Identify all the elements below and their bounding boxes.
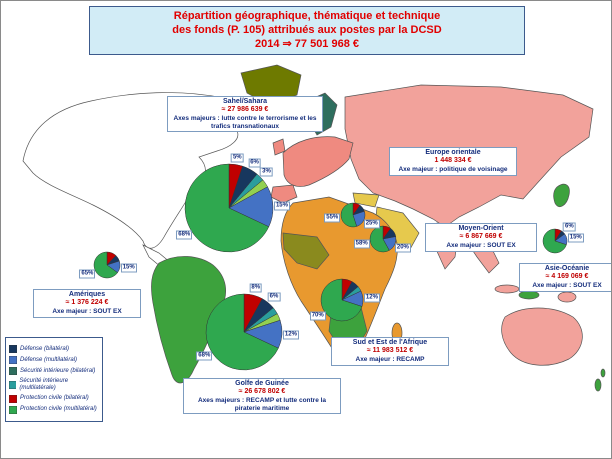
island-japan <box>553 183 570 207</box>
region-amount: ≈ 6 867 669 € <box>459 233 503 241</box>
pie-slice-green <box>542 228 567 254</box>
legend-swatch <box>9 405 17 414</box>
continent-south-america <box>151 256 227 384</box>
region-axis: Axe majeur : SOUT EX <box>52 307 122 315</box>
pie-percent-label: 3% <box>260 167 273 177</box>
region-name: Golfe de Guinée <box>235 380 289 387</box>
island-greenland <box>240 64 302 106</box>
region-axis: Axes majeurs : RECAMP et lutte contre la… <box>197 396 327 412</box>
legend-swatch <box>9 367 17 375</box>
legend-item-securite-interieure-bilateral: Sécurité intérieure (bilatéral) <box>9 367 99 375</box>
island-british-isles <box>272 138 286 156</box>
region-name: Amériques <box>68 291 106 298</box>
legend-label: Sécurité intérieure (multilatérale) <box>19 378 69 391</box>
pie-percent-label: 6% <box>563 222 576 232</box>
legend-label: Protection civile (multilatéral) <box>20 406 97 413</box>
pie-percent-label: 20% <box>394 243 411 252</box>
pie-percent-label: 55% <box>324 213 341 223</box>
region-axis: Axe majeur : politique de voisinage <box>398 165 508 173</box>
region-amount: ≈ 4 169 069 € <box>545 273 589 281</box>
region-amount: ≈ 1 376 224 € <box>65 299 109 307</box>
region-axis: Axe majeur : SOUT EX <box>446 241 516 249</box>
pie-percent-label: 6% <box>248 158 261 168</box>
pie-slice-green <box>93 251 118 279</box>
pie-percent-label: 70% <box>309 311 326 321</box>
region-amount: ≈ 26 678 802 € <box>238 388 286 396</box>
region-label-sahel-sahara: Sahel/Sahara ≈ 27 986 639 € Axes majeurs… <box>167 96 323 133</box>
region-axis: Axes majeurs : lutte contre le terrorism… <box>173 114 317 130</box>
region-label-europe-orientale: Europe orientale 1 448 334 € Axe majeur … <box>389 147 517 176</box>
region-amount: 1 448 334 € <box>434 157 472 165</box>
pie-percent-label: 15% <box>273 201 290 211</box>
legend-label: Sécurité intérieure (bilatéral) <box>20 367 96 374</box>
island-new-zealand-1 <box>594 378 602 392</box>
title-box: Répartition géographique, thématique et … <box>89 6 525 56</box>
region-label-asie-oceanie: Asie-Océanie ≈ 4 169 069 € Axe majeur : … <box>519 263 611 292</box>
region-europe <box>282 136 354 187</box>
region-turkey <box>352 192 380 208</box>
region-name: Asie-Océanie <box>544 265 590 272</box>
region-amount: ≈ 11 983 512 € <box>366 347 414 355</box>
region-name: Sahel/Sahara <box>223 98 267 105</box>
region-label-ameriques: Amériques ≈ 1 376 224 € Axe majeur : SOU… <box>33 289 141 318</box>
region-label-moyen-orient: Moyen-Orient ≈ 6 867 669 € Axe majeur : … <box>425 223 537 252</box>
legend-item-defense-bilateral: Défense (bilatéral) <box>9 345 99 353</box>
title-line-2: des fonds (P. 105) attribués aux postes … <box>172 23 442 36</box>
legend-label: Défense (multilatéral) <box>20 356 78 363</box>
region-axis: Axe majeur : RECAMP <box>355 355 425 363</box>
region-axis: Axe majeur : SOUT EX <box>532 281 602 289</box>
region-name: Sud et Est de l'Afrique <box>352 339 428 346</box>
legend-swatch <box>9 345 17 353</box>
legend-label: Protection civile (bilatéral) <box>20 395 89 402</box>
pie-slice-green <box>340 202 358 228</box>
legend-swatch <box>9 356 17 364</box>
pie-percent-label: 12% <box>363 293 380 303</box>
region-label-golfe-de-guinee: Golfe de Guinée ≈ 26 678 802 € Axes maje… <box>183 378 341 415</box>
pie-percent-label: 58% <box>353 239 370 249</box>
pie-percent-label: 6% <box>267 292 281 302</box>
pie-percent-label: 15% <box>567 233 584 243</box>
pie-percent-label: 68% <box>176 230 193 240</box>
island-new-zealand-2 <box>600 368 606 378</box>
pie-percent-label: 5% <box>230 153 244 163</box>
island-new-guinea <box>557 291 577 303</box>
legend-label: Défense (bilatéral) <box>20 345 70 352</box>
legend-item-protection-civile-bilateral: Protection civile (bilatéral) <box>9 394 99 403</box>
legend-item-defense-multilateral: Défense (multilatéral) <box>9 356 99 364</box>
pie-percent-label: 15% <box>120 263 137 273</box>
pie-percent-label: 8% <box>249 283 263 293</box>
pie-percent-label: 65% <box>79 269 96 279</box>
legend-item-securite-interieure-multilaterale: Sécurité intérieure (multilatérale) <box>9 378 99 392</box>
legend: Défense (bilatéral) Défense (multilatéra… <box>5 337 103 422</box>
legend-swatch <box>9 380 17 389</box>
region-name: Moyen-Orient <box>458 225 504 232</box>
region-label-sud-est-afrique: Sud et Est de l'Afrique ≈ 11 983 512 € A… <box>331 337 449 366</box>
pie-percent-label: 12% <box>282 330 299 340</box>
legend-item-protection-civile-multilateral: Protection civile (multilatéral) <box>9 405 99 414</box>
region-west-africa <box>282 232 330 270</box>
pie-percent-label: 68% <box>196 351 213 361</box>
title-line-1: Répartition géographique, thématique et … <box>173 10 441 22</box>
region-name: Europe orientale <box>425 149 481 156</box>
continent-australia <box>501 307 583 366</box>
region-amount: ≈ 27 986 639 € <box>221 106 269 114</box>
legend-swatch <box>9 394 17 403</box>
title-line-3: 2014 ⇒ 77 501 968 € <box>254 37 360 50</box>
pie-percent-label: 25% <box>363 219 380 229</box>
